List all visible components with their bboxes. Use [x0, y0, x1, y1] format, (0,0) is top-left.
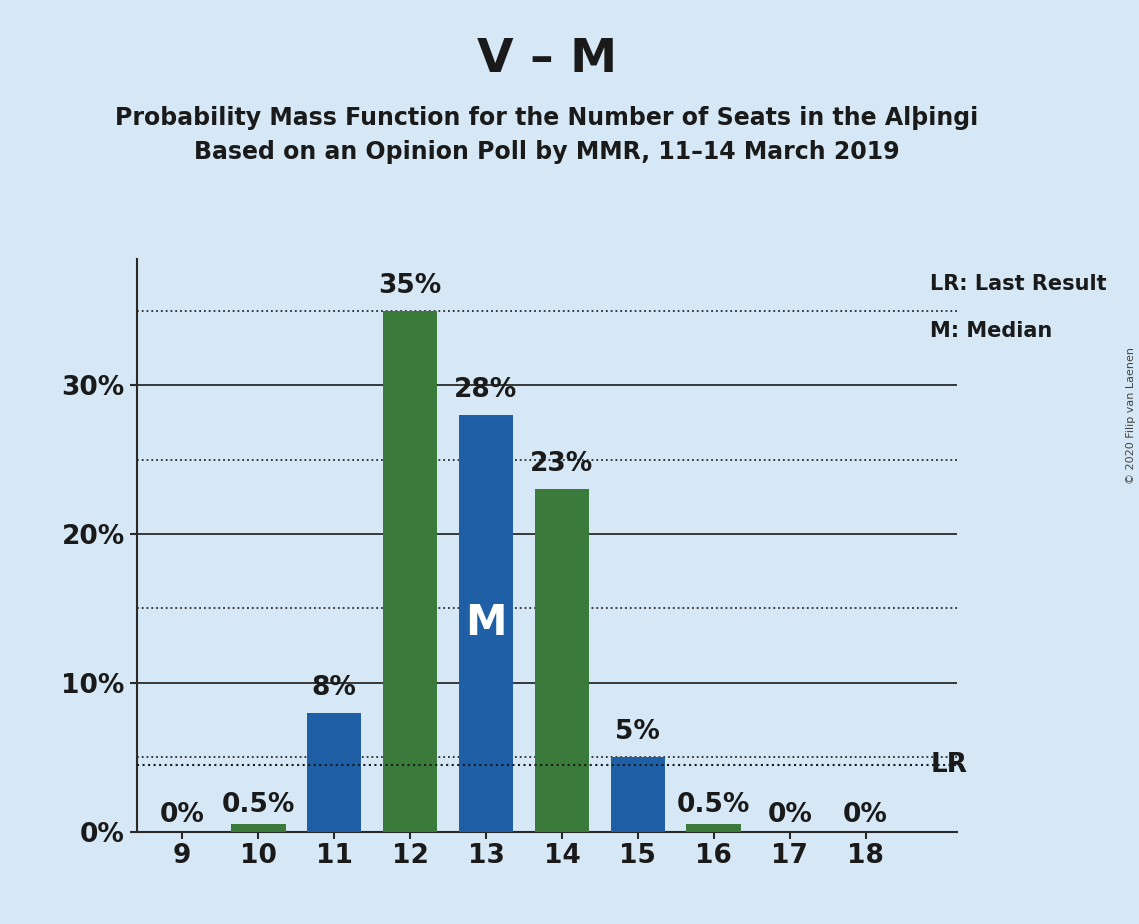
Bar: [687, 824, 741, 832]
Text: 5%: 5%: [615, 719, 661, 746]
Text: Probability Mass Function for the Number of Seats in the Alþingi: Probability Mass Function for the Number…: [115, 106, 978, 130]
Text: M: M: [465, 602, 507, 644]
Text: V – M: V – M: [476, 37, 617, 82]
Text: 0%: 0%: [843, 802, 888, 828]
Text: 0%: 0%: [768, 802, 812, 828]
Bar: [611, 757, 665, 832]
Text: 8%: 8%: [312, 675, 357, 700]
Text: LR: Last Result: LR: Last Result: [931, 274, 1107, 294]
Bar: [383, 310, 437, 832]
Bar: [534, 490, 589, 832]
Bar: [306, 712, 361, 832]
Text: LR: LR: [931, 751, 967, 778]
Text: M: Median: M: Median: [931, 322, 1052, 341]
Text: 23%: 23%: [531, 452, 593, 478]
Bar: [459, 415, 514, 832]
Bar: [231, 824, 286, 832]
Text: 0%: 0%: [159, 802, 205, 828]
Text: 0.5%: 0.5%: [221, 792, 295, 819]
Text: © 2020 Filip van Laenen: © 2020 Filip van Laenen: [1126, 347, 1136, 484]
Text: 0.5%: 0.5%: [677, 792, 751, 819]
Text: Based on an Opinion Poll by MMR, 11–14 March 2019: Based on an Opinion Poll by MMR, 11–14 M…: [194, 140, 900, 164]
Text: 35%: 35%: [378, 273, 442, 298]
Text: 28%: 28%: [454, 377, 517, 403]
